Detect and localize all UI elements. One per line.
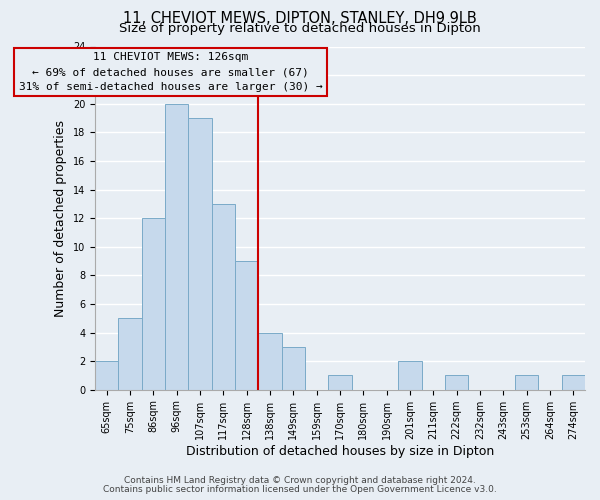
Bar [142, 218, 165, 390]
Bar [235, 261, 258, 390]
Y-axis label: Number of detached properties: Number of detached properties [54, 120, 67, 316]
Bar [515, 376, 538, 390]
Bar [188, 118, 212, 390]
Text: 11, CHEVIOT MEWS, DIPTON, STANLEY, DH9 9LB: 11, CHEVIOT MEWS, DIPTON, STANLEY, DH9 9… [123, 11, 477, 26]
Bar [562, 376, 585, 390]
Bar [328, 376, 352, 390]
Bar [398, 361, 422, 390]
Text: 11 CHEVIOT MEWS: 126sqm
← 69% of detached houses are smaller (67)
31% of semi-de: 11 CHEVIOT MEWS: 126sqm ← 69% of detache… [19, 52, 323, 92]
Bar [258, 332, 281, 390]
Bar [118, 318, 142, 390]
Bar [165, 104, 188, 390]
Bar [281, 347, 305, 390]
Bar [212, 204, 235, 390]
Bar [95, 361, 118, 390]
Text: Contains HM Land Registry data © Crown copyright and database right 2024.: Contains HM Land Registry data © Crown c… [124, 476, 476, 485]
Text: Size of property relative to detached houses in Dipton: Size of property relative to detached ho… [119, 22, 481, 35]
X-axis label: Distribution of detached houses by size in Dipton: Distribution of detached houses by size … [186, 444, 494, 458]
Bar [445, 376, 469, 390]
Text: Contains public sector information licensed under the Open Government Licence v3: Contains public sector information licen… [103, 484, 497, 494]
